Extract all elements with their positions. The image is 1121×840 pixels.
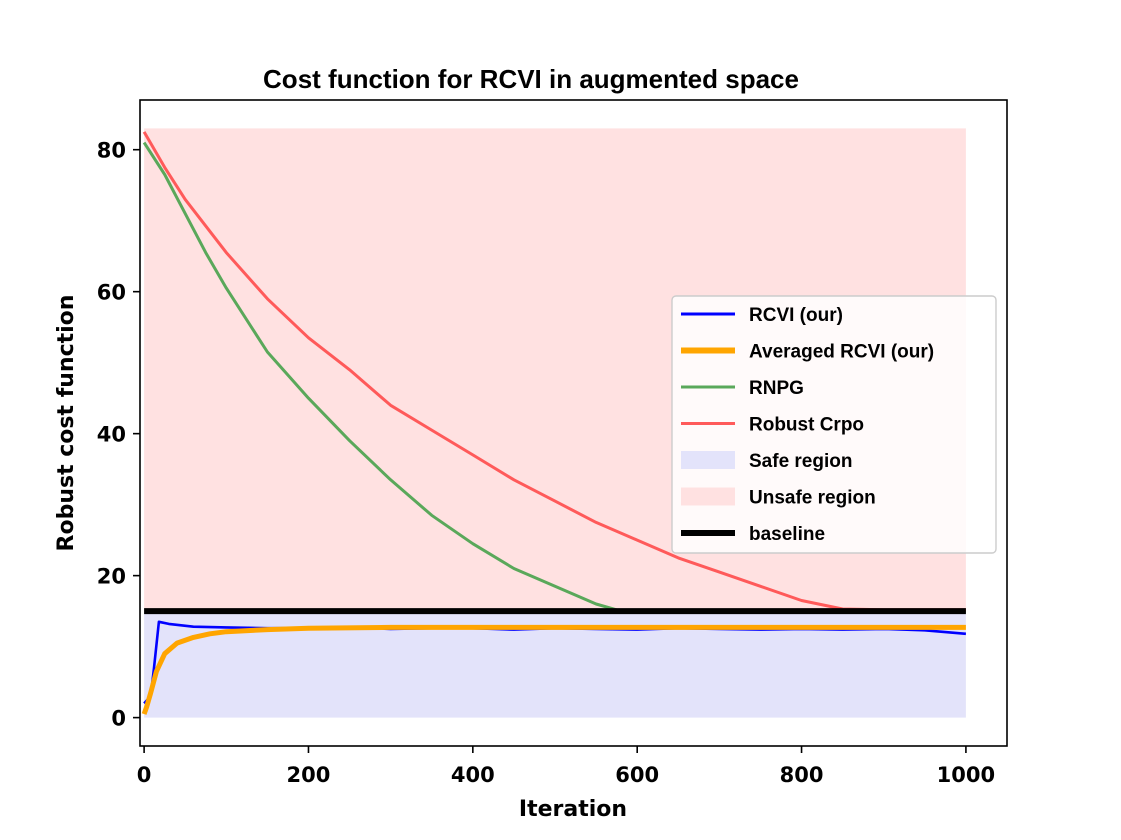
y-tick-label: 60 bbox=[97, 281, 126, 305]
y-tick-label: 80 bbox=[97, 139, 126, 163]
x-tick-label: 0 bbox=[137, 763, 152, 787]
legend-label-rnpg: RNPG bbox=[749, 378, 804, 399]
legend-swatch-safe-region bbox=[681, 451, 735, 469]
legend-label-averaged-rcvi-our: Averaged RCVI (our) bbox=[749, 342, 934, 363]
x-tick-label: 800 bbox=[780, 763, 824, 787]
y-tick-label: 20 bbox=[97, 565, 126, 589]
legend: RCVI (our) Averaged RCVI (our) RNPG Robust … bbox=[671, 295, 997, 554]
legend-label-unsafe-region: Unsafe region bbox=[749, 488, 876, 509]
x-tick-label: 600 bbox=[615, 763, 659, 787]
x-tick-label: 1000 bbox=[937, 763, 995, 787]
x-tick-label: 200 bbox=[287, 763, 331, 787]
axis-ticks: 0 200 400 600 800 1000 0 20 40 60 80 bbox=[97, 139, 995, 787]
y-tick-label: 0 bbox=[111, 707, 126, 731]
series-line-robust-crpo bbox=[142, 131, 966, 612]
legend-label-rcvi-our: RCVI (our) bbox=[749, 305, 843, 326]
plot-frame bbox=[139, 99, 1008, 747]
x-tick-label: 400 bbox=[451, 763, 495, 787]
chart-title: Cost function for RCVI in augmented spac… bbox=[263, 64, 799, 94]
y-tick-label: 40 bbox=[97, 423, 126, 447]
x-axis-label: Iteration bbox=[519, 797, 627, 822]
legend-box bbox=[671, 295, 997, 554]
legend-swatch-unsafe-region bbox=[681, 487, 735, 506]
y-axis-label: Robust cost function bbox=[54, 295, 79, 552]
legend-label-baseline: baseline bbox=[749, 524, 825, 545]
legend-label-robust-crpo: Robust Crpo bbox=[749, 415, 864, 436]
legend-label-safe-region: Safe region bbox=[749, 451, 852, 472]
series-line-averaged-rcvi-our bbox=[141, 624, 966, 715]
